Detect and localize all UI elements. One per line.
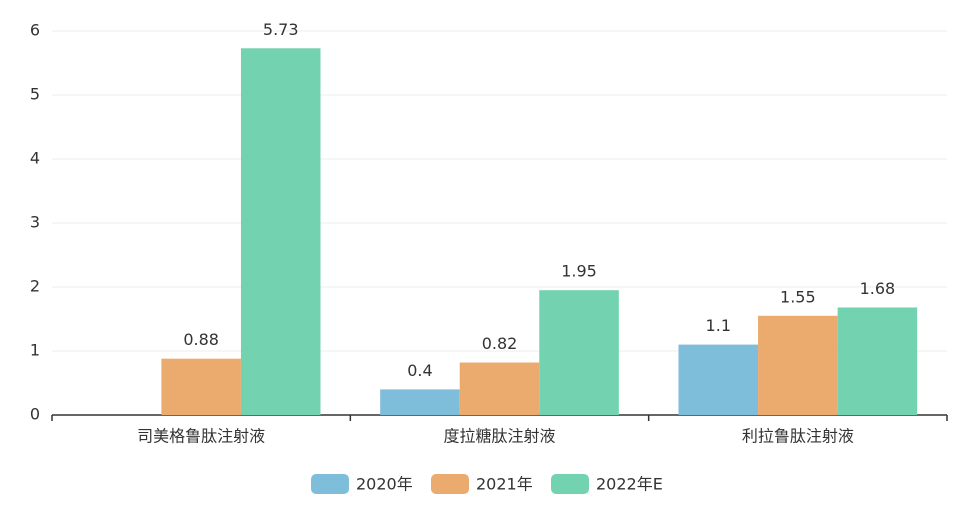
- y-tick-label: 3: [30, 213, 40, 232]
- bar: [539, 290, 619, 415]
- y-tick-label: 2: [30, 277, 40, 296]
- legend-swatch: [551, 474, 589, 494]
- bar: [240, 48, 321, 415]
- y-tick-label: 6: [30, 21, 40, 40]
- legend-label: 2021年: [476, 475, 533, 494]
- data-label: 5.73: [263, 20, 299, 39]
- bar: [837, 307, 918, 415]
- bar: [161, 358, 241, 415]
- y-tick-label: 4: [30, 149, 40, 168]
- bar: [758, 315, 838, 415]
- x-tick-label: 度拉糖肽注射液: [443, 427, 555, 446]
- legend-label: 2022年E: [596, 475, 663, 494]
- x-tick-label: 司美格鲁肽注射液: [137, 427, 265, 446]
- legend-swatch: [311, 474, 349, 494]
- data-label: 0.88: [183, 330, 219, 349]
- bar: [380, 389, 460, 415]
- data-label: 1.95: [561, 262, 597, 281]
- data-label: 0.4: [407, 361, 432, 380]
- x-tick-label: 利拉鲁肽注射液: [742, 427, 854, 446]
- legend-swatch: [431, 474, 469, 494]
- y-tick-label: 1: [30, 341, 40, 360]
- bar: [459, 362, 540, 415]
- bar: [678, 344, 759, 415]
- data-label: 1.1: [706, 316, 731, 335]
- y-tick-label: 5: [30, 85, 40, 104]
- data-label: 1.68: [860, 279, 896, 298]
- data-label: 0.82: [482, 334, 518, 353]
- legend-label: 2020年: [356, 475, 413, 494]
- y-tick-label: 0: [30, 405, 40, 424]
- data-label: 1.55: [780, 287, 816, 306]
